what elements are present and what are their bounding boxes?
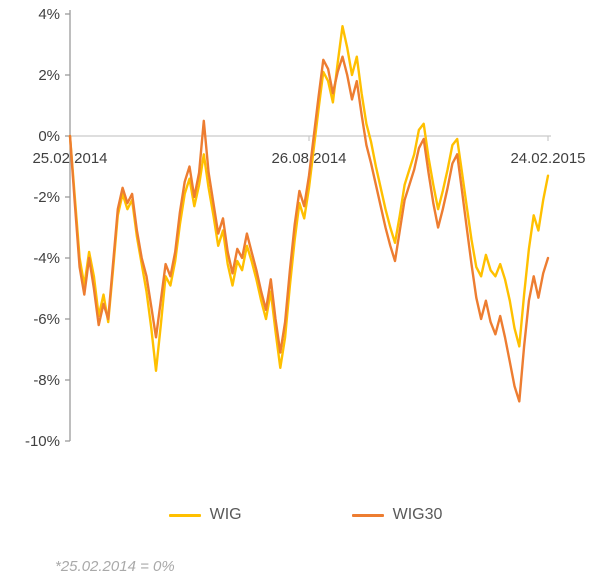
- y-axis-label: 2%: [38, 67, 60, 84]
- wig-line-swatch: [168, 513, 201, 517]
- chart-canvas: 25.02.2014 26.08.2014 24.02.20154%2%0%-2%-…: [25, 6, 586, 450]
- y-axis-label: -2%: [33, 189, 60, 206]
- y-axis-label: 4%: [38, 6, 60, 23]
- y-axis-label: -8%: [33, 372, 60, 389]
- legend-label-wig: WIG: [209, 506, 242, 523]
- performance-chart: 25.02.2014 26.08.2014 24.02.2015 4% 2% 0% -2% -…: [25, 6, 586, 450]
- wig30-line-swatch: [351, 513, 384, 517]
- legend-item-wig30: WIG30: [351, 506, 443, 524]
- x-axis-label: 26.08.2014: [271, 150, 346, 167]
- y-axis-label: 0%: [38, 128, 60, 145]
- series-line-wig30: [68, 55, 550, 403]
- y-axis-label: -10%: [25, 433, 60, 450]
- series-line-wig: [68, 25, 550, 372]
- y-axis-label: -6%: [33, 311, 60, 328]
- y-axis-label: -4%: [33, 250, 60, 267]
- footnote: *25.02.2014 = 0%: [55, 558, 175, 575]
- legend-item-wig: WIG: [168, 506, 242, 524]
- legend-label-wig30: WIG30: [392, 506, 443, 523]
- chart-legend: WIG WIG30: [0, 506, 611, 524]
- x-axis-label: 24.02.2015: [510, 150, 585, 167]
